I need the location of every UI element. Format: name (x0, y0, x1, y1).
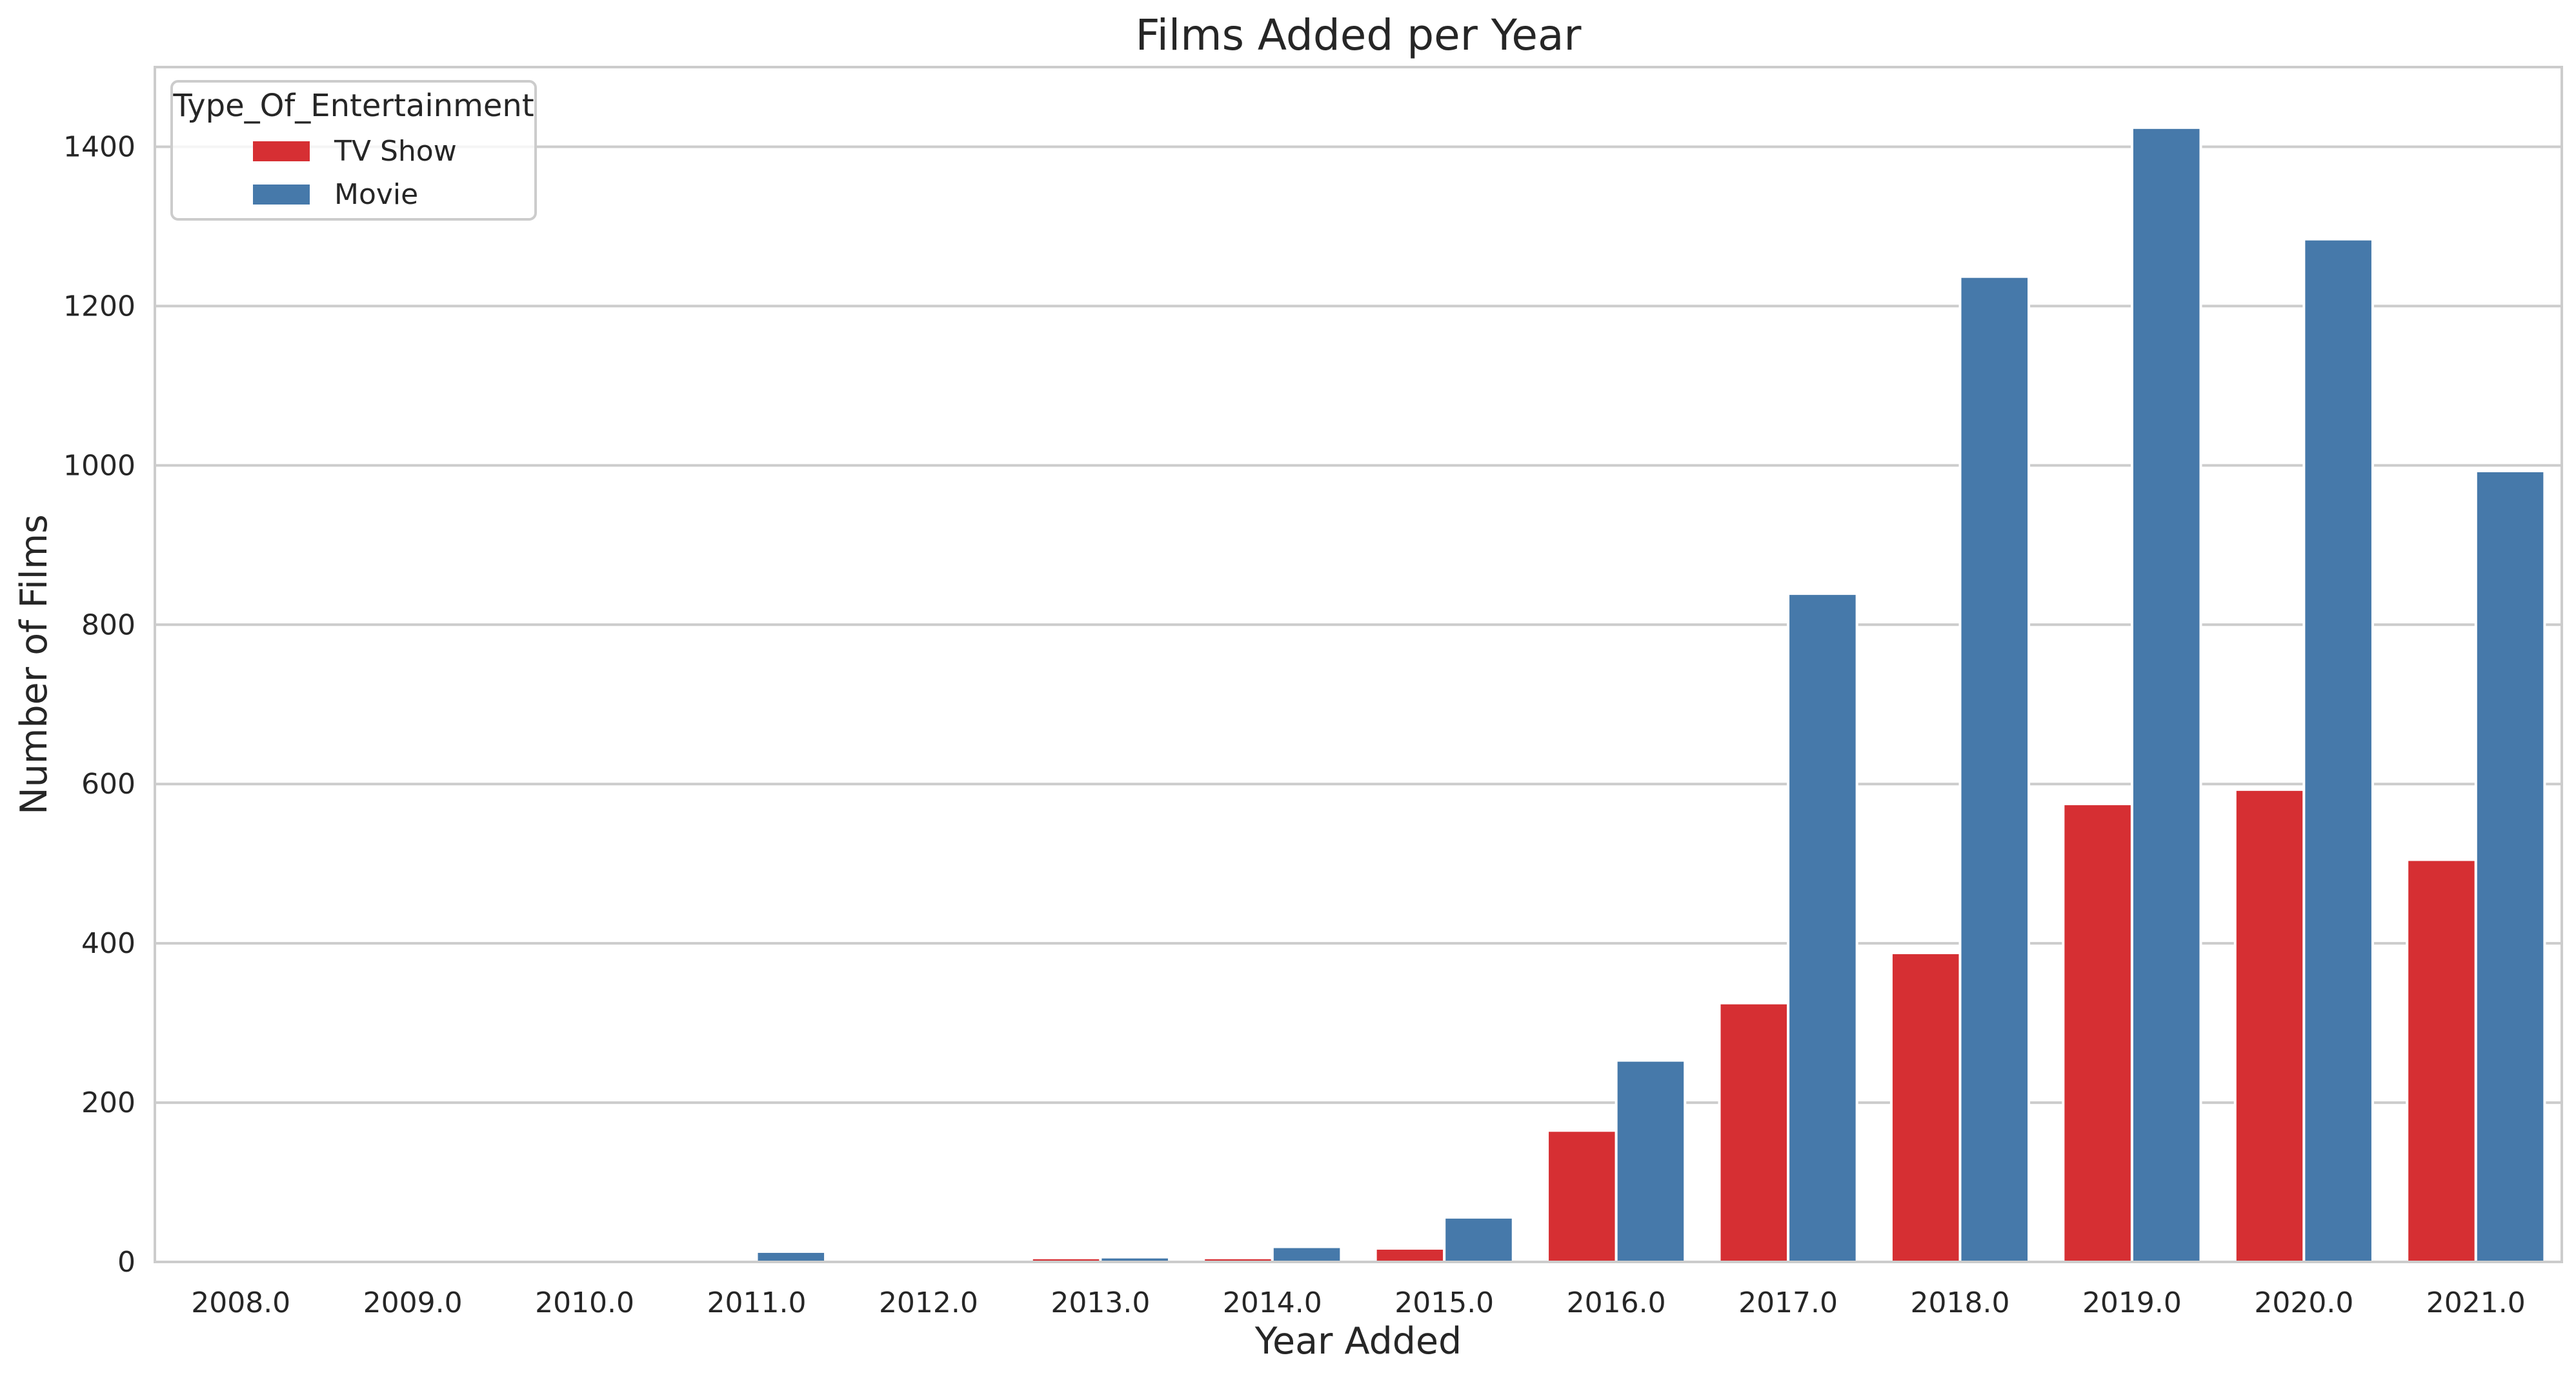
bar-tv-show-2019.0 (2062, 803, 2133, 1263)
bar-movie-2015.0 (1443, 1215, 1514, 1263)
bar-movie-2021.0 (2474, 469, 2546, 1264)
y-tick-label: 800 (81, 608, 136, 641)
x-tick-label: 2012.0 (879, 1286, 978, 1319)
x-axis-label: Year Added (1254, 1320, 1462, 1363)
x-tick-label: 2020.0 (2254, 1286, 2353, 1319)
bars (170, 126, 2546, 1264)
y-tick-label: 1400 (63, 130, 136, 163)
x-tick-label: 2018.0 (1911, 1286, 2010, 1319)
legend-swatch-tv-show (253, 141, 310, 161)
x-tick-label: 2011.0 (707, 1286, 807, 1319)
bar-movie-2017.0 (1787, 592, 1858, 1264)
chart-title: Films Added per Year (1135, 10, 1582, 60)
bar-tv-show-2017.0 (1718, 1001, 1790, 1263)
y-tick-label: 1000 (63, 449, 136, 482)
bar-tv-show-2015.0 (1374, 1247, 1446, 1263)
y-tick-label: 600 (81, 768, 136, 801)
legend-label-tv-show: TV Show (334, 135, 457, 168)
bar-movie-2019.0 (2130, 126, 2202, 1263)
bar-tv-show-2020.0 (2233, 788, 2306, 1263)
legend-title: Type_Of_Entertainment (172, 88, 534, 124)
x-tick-label: 2021.0 (2426, 1286, 2526, 1319)
x-tick-label: 2008.0 (191, 1286, 290, 1319)
x-tick-label: 2015.0 (1394, 1286, 1494, 1319)
legend-label-movie: Movie (334, 178, 418, 211)
bar-movie-2014.0 (1271, 1245, 1343, 1264)
bar-movie-2016.0 (1615, 1059, 1687, 1263)
bar-tv-show-2018.0 (1889, 951, 1962, 1263)
bar-movie-2011.0 (755, 1250, 827, 1264)
bar-tv-show-2021.0 (2406, 858, 2477, 1263)
x-tick-label: 2013.0 (1051, 1286, 1150, 1319)
bar-tv-show-2016.0 (1546, 1129, 1618, 1264)
y-axis-label: Number of Films (13, 514, 55, 815)
y-tick-label: 200 (81, 1086, 136, 1119)
x-tick-label: 2009.0 (363, 1286, 463, 1319)
x-tick-label: 2016.0 (1567, 1286, 1666, 1319)
plot-frame (154, 66, 2563, 1263)
x-tick-label: 2019.0 (2082, 1286, 2182, 1319)
x-tick-label: 2010.0 (535, 1286, 634, 1319)
y-tick-label: 1200 (63, 290, 136, 323)
bar-movie-2018.0 (1958, 275, 2031, 1264)
x-tick-labels: 2008.0 2009.0 2010.0 2011.0 2012.0 2013.0 2014… (191, 1286, 2526, 1319)
legend: Type_Of_Entertainment TV Show Movie (170, 80, 537, 221)
x-tick-label: 2017.0 (1738, 1286, 1838, 1319)
y-tick-label: 400 (81, 927, 136, 960)
y-tick-labels: 0 200 400 600 800 1000 1200 1400 (63, 130, 136, 1279)
bar-movie-2020.0 (2302, 237, 2374, 1263)
y-tick-label: 0 (117, 1246, 136, 1279)
x-tick-label: 2014.0 (1223, 1286, 1322, 1319)
legend-swatch-movie (253, 185, 310, 205)
